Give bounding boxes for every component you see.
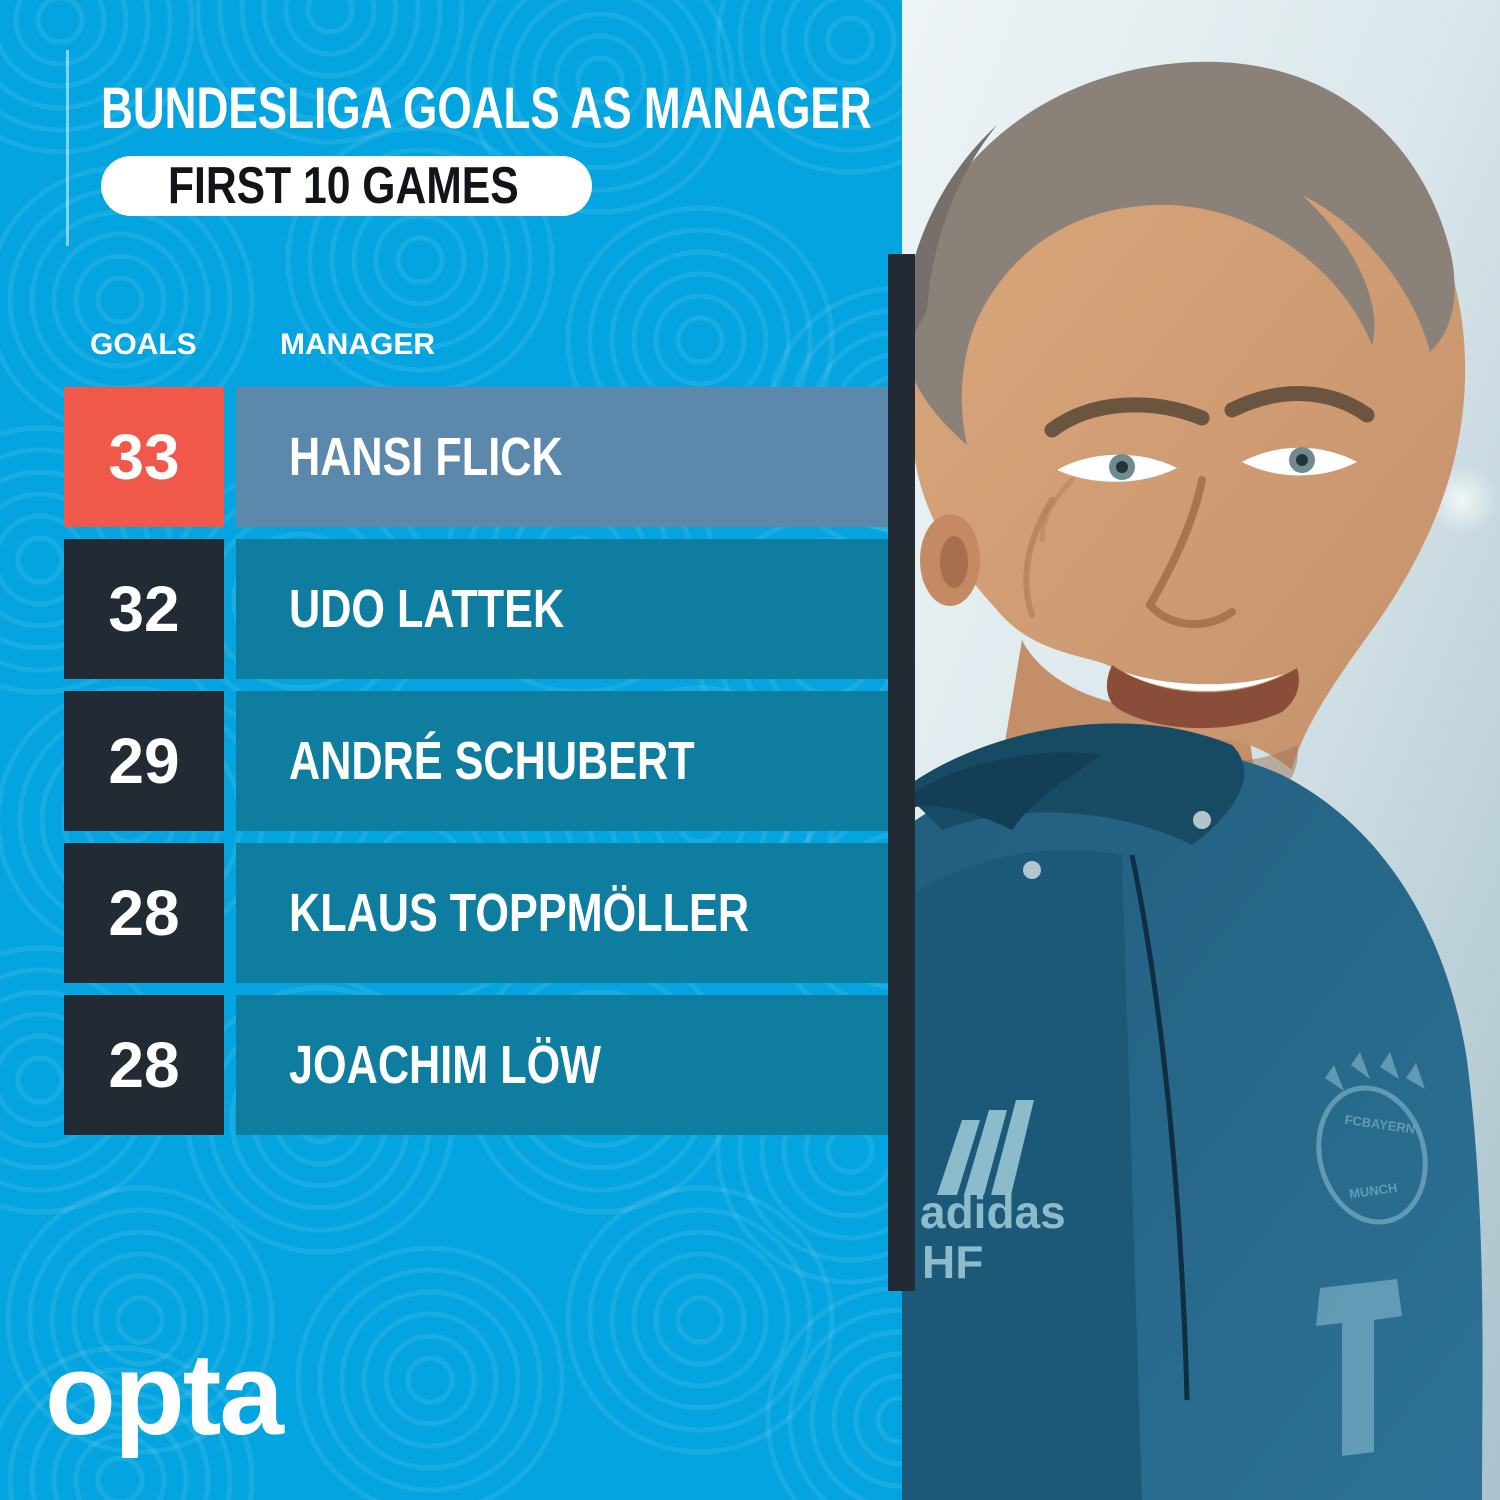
svg-text:HF: HF [922, 1236, 983, 1288]
svg-text:adidas: adidas [920, 1186, 1066, 1238]
